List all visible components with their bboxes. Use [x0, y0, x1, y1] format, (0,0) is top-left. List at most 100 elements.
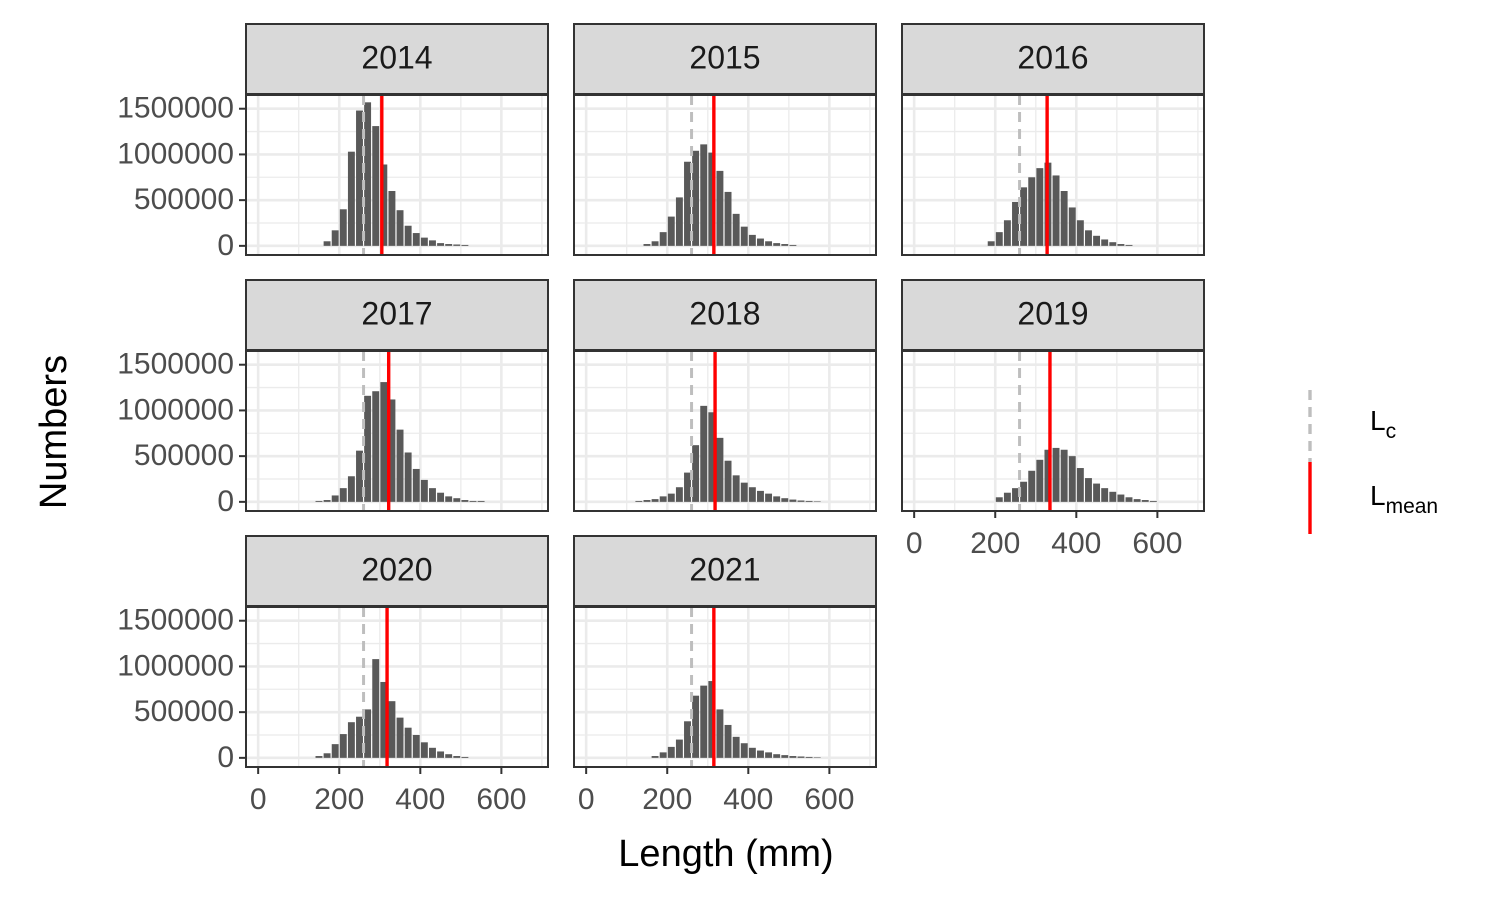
histogram-bar [453, 244, 461, 246]
x-tick-label: 200 [642, 783, 692, 816]
histogram-bar [1044, 449, 1052, 502]
histogram-bar [789, 244, 797, 246]
histogram-bar [445, 496, 453, 502]
histogram-bar [315, 500, 323, 502]
x-tick-label: 200 [314, 783, 364, 816]
x-tick-label: 400 [723, 783, 773, 816]
histogram-bar [1101, 239, 1109, 246]
histogram-bar [420, 237, 428, 246]
histogram-bar [445, 754, 453, 758]
histogram-bar [651, 499, 659, 502]
x-tick-label: 400 [395, 783, 445, 816]
histogram-bar [380, 382, 388, 502]
histogram-bar [765, 241, 773, 246]
histogram-bar [724, 724, 732, 758]
histogram-bar [716, 709, 724, 758]
histogram-bar [453, 498, 461, 502]
y-tick-label: 500000 [134, 183, 234, 216]
histogram-bar [651, 241, 659, 246]
histogram-bar [781, 244, 789, 246]
histogram-bar [1003, 220, 1011, 246]
histogram-bar [757, 238, 764, 246]
histogram-bar [339, 209, 347, 246]
facet-strip-background [245, 23, 549, 95]
histogram-bar [667, 493, 675, 502]
histogram-bar [659, 232, 667, 246]
histogram-bar [805, 500, 813, 502]
histogram-bar [356, 450, 363, 502]
histogram-bar [659, 496, 667, 502]
histogram-bar [675, 739, 683, 758]
histogram-bar [388, 399, 396, 502]
histogram-bar [748, 234, 756, 246]
facet-panel-2015 [573, 94, 877, 256]
facet-strip: 2019 [901, 279, 1205, 351]
y-tick-label: 0 [217, 741, 234, 774]
histogram-bar [412, 468, 420, 502]
histogram-bar [331, 495, 339, 502]
histogram-bar [675, 487, 683, 502]
histogram-bar [659, 752, 667, 758]
legend-label-subscript: mean [1386, 495, 1439, 518]
histogram-bar [453, 756, 461, 758]
histogram-bar [364, 102, 372, 246]
facet-strip-label: 2019 [1017, 295, 1088, 331]
histogram-bar [331, 744, 339, 758]
histogram-bar [748, 747, 756, 758]
histogram-bar [748, 487, 756, 502]
histogram-bar [364, 395, 372, 502]
histogram-bar [813, 757, 821, 758]
histogram-bar [437, 243, 445, 246]
histogram-bar [347, 722, 355, 758]
histogram-bar [412, 233, 420, 246]
histogram-bar [643, 244, 651, 246]
histogram-bar [700, 144, 708, 246]
histogram-bar [469, 500, 477, 502]
legend-label-subscript: c [1386, 420, 1397, 443]
histogram-bar [388, 191, 396, 246]
facet-strip-background [573, 535, 877, 607]
histogram-bar [1085, 478, 1092, 502]
x-tick-label: 400 [1051, 527, 1101, 560]
histogram-bar [700, 405, 708, 502]
facet-panel-2021: 0 200 400 600 [573, 606, 877, 816]
histogram-bar [372, 126, 380, 246]
histogram-bar [716, 170, 724, 246]
histogram-bar [429, 747, 436, 758]
facet-panel-2020: 0 500000 1000000 1500000 0 200 400 600 [117, 604, 549, 816]
facet-strip: 2014 [245, 23, 549, 95]
histogram-bar [1028, 470, 1036, 502]
histogram-bar [356, 110, 363, 246]
histogram-bar [404, 225, 412, 246]
histogram-bar [1060, 449, 1068, 502]
histogram-bar [789, 756, 797, 758]
histogram-bar [732, 475, 740, 502]
histogram-bar [1109, 491, 1117, 502]
facet-panels: 0 500000 1000000 1500000 2014 2015 2016 0 500000… [117, 23, 1205, 816]
histogram-bar [429, 240, 436, 246]
histogram-bar [372, 659, 380, 758]
histogram-bar [420, 479, 428, 502]
facet-strip-label: 2014 [361, 39, 432, 75]
histogram-bar [396, 717, 404, 758]
histogram-bar [716, 437, 724, 502]
histogram-bar [684, 161, 691, 246]
histogram-bar [724, 191, 732, 246]
x-tick-label: 600 [1132, 527, 1182, 560]
histogram-bar [1093, 483, 1101, 502]
histogram-bar [461, 756, 469, 758]
histogram-bar [732, 736, 740, 758]
facet-strip-background [573, 23, 877, 95]
histogram-bar [773, 754, 781, 758]
histogram-bar [372, 391, 380, 502]
histogram-bar [667, 746, 675, 758]
histogram-bar [364, 709, 372, 758]
histogram-bar [773, 496, 781, 502]
facet-strip: 2016 [901, 23, 1205, 95]
histogram-bar [708, 412, 716, 502]
histogram-bar [323, 241, 331, 246]
histogram-bar [1085, 230, 1092, 246]
histogram-bar [692, 695, 700, 758]
histogram-bar [1068, 456, 1076, 502]
